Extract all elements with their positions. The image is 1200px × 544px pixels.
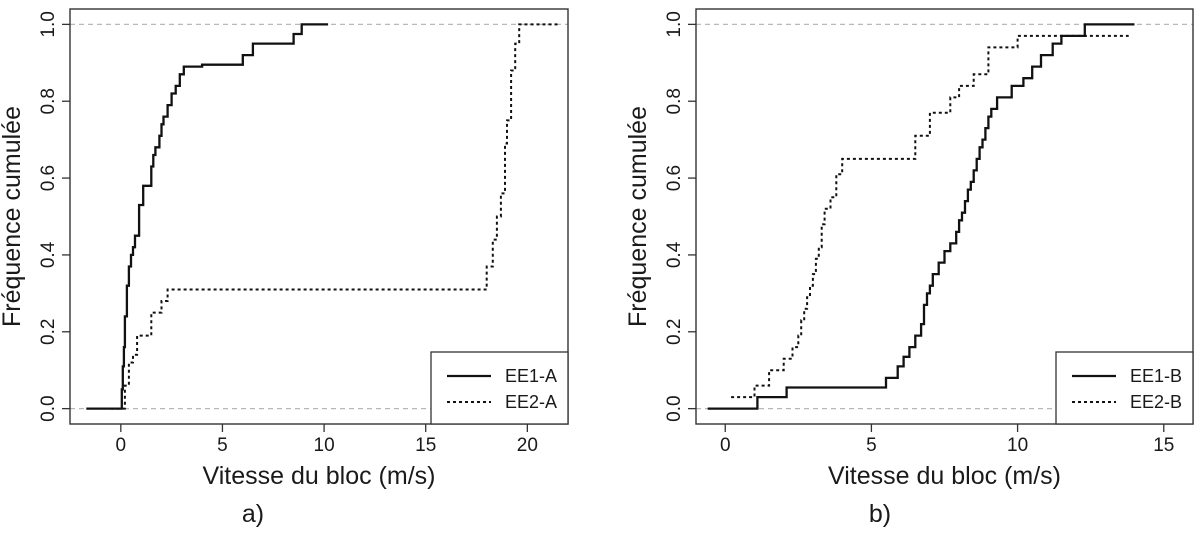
y-tick-label: 0.4 <box>664 241 685 268</box>
legend-label-ee2-a: EE2-A <box>505 392 557 412</box>
legend-label-ee2-b: EE2-B <box>1130 392 1182 412</box>
y-tick-label: 0.0 <box>38 395 59 421</box>
legend: EE1-B EE2-B <box>1055 351 1194 425</box>
series-line-ee1-a <box>86 23 329 410</box>
series-line-ee2-b <box>731 34 1129 399</box>
y-tick-label: 0.6 <box>664 165 685 191</box>
legend-label-ee1-b: EE1-B <box>1130 366 1182 386</box>
y-tick-label: 0.2 <box>38 319 59 345</box>
plot-frame <box>695 8 1194 425</box>
x-tick-label: 15 <box>1153 435 1174 456</box>
x-tick-label: 0 <box>720 435 731 456</box>
y-tick-label: 0.4 <box>38 241 59 268</box>
x-tick-label: 5 <box>217 435 228 456</box>
series-line-ee1-b <box>707 23 1135 410</box>
x-tick-label: 15 <box>415 435 436 456</box>
legend-label-ee1-a: EE1-A <box>505 366 557 386</box>
legend: EE1-A EE2-A <box>430 351 569 425</box>
panel-label: b) <box>869 500 891 528</box>
y-tick-label: 1.0 <box>664 11 685 37</box>
x-axis-title: Vitesse du bloc (m/s) <box>828 462 1061 490</box>
chart-panel-b: 0 5 10 15 0.0 0.2 0.4 0.6 0.8 1.0 Vitesse du bloc … <box>624 8 1194 528</box>
legend-box <box>1055 351 1194 425</box>
plot-frame <box>69 8 569 425</box>
x-tick-label: 10 <box>1007 435 1028 456</box>
y-tick-label: 0.8 <box>664 88 685 114</box>
x-tick-label: 5 <box>866 435 877 456</box>
x-axis-title: Vitesse du bloc (m/s) <box>203 462 436 490</box>
y-axis-title: Fréquence cumulée <box>0 106 26 327</box>
x-tick-label: 0 <box>116 435 127 456</box>
panel-label: a) <box>242 500 264 528</box>
y-tick-label: 1.0 <box>38 11 59 37</box>
chart-panel-a: 0 5 10 15 20 0.0 0.2 0.4 0.6 0.8 1.0 Vitesse du blo… <box>0 8 569 528</box>
y-tick-label: 0.6 <box>38 165 59 191</box>
legend-box <box>430 351 569 425</box>
y-tick-label: 0.0 <box>664 395 685 421</box>
x-tick-label: 20 <box>517 435 538 456</box>
series-line-ee2-a <box>110 23 558 410</box>
y-tick-label: 0.8 <box>38 88 59 114</box>
y-axis-title: Fréquence cumulée <box>624 106 652 327</box>
y-tick-label: 0.2 <box>664 319 685 345</box>
x-tick-label: 10 <box>314 435 335 456</box>
